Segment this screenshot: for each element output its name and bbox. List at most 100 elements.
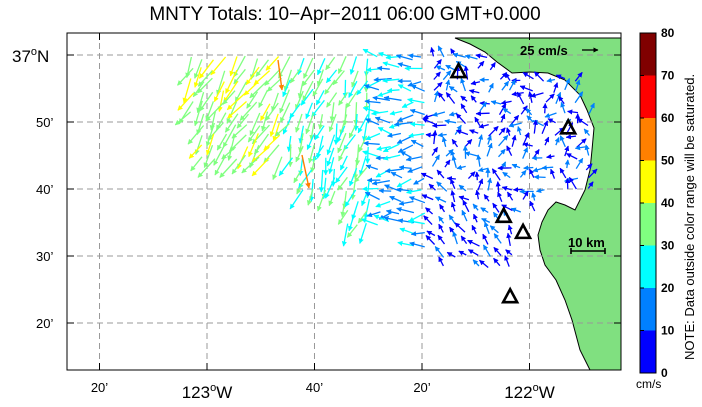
current-vector	[577, 118, 589, 127]
current-vector	[365, 146, 371, 164]
current-vector	[263, 144, 280, 164]
current-vector	[363, 84, 380, 91]
current-vector	[420, 172, 434, 180]
current-vector	[434, 246, 445, 258]
current-vector	[478, 123, 489, 129]
current-vector	[297, 80, 304, 99]
colorbar-band-6	[640, 75, 656, 118]
map-title: MNTY Totals: 10−Apr−2011 06:00 GMT+0.000	[149, 4, 541, 25]
lon-label-0: 20’	[91, 380, 108, 395]
current-vector	[422, 118, 436, 125]
current-vector	[522, 142, 533, 148]
current-vector	[371, 180, 390, 186]
current-vector	[219, 158, 238, 178]
current-vector	[197, 158, 216, 178]
current-vector	[502, 171, 511, 179]
current-vector	[213, 81, 225, 103]
scale-bar	[570, 248, 606, 254]
current-vector	[348, 80, 358, 98]
current-vector	[532, 119, 538, 134]
current-vector	[356, 80, 369, 96]
current-vector	[568, 176, 577, 190]
current-vector	[564, 78, 571, 91]
current-vector	[326, 134, 336, 156]
current-vector	[490, 100, 502, 106]
current-vector	[335, 166, 348, 184]
current-vector	[444, 118, 457, 125]
current-vector	[364, 98, 381, 105]
current-vector	[397, 84, 412, 92]
current-vector	[226, 92, 247, 111]
current-vector	[410, 84, 425, 92]
current-vector	[295, 90, 304, 110]
radar-site-icon-2	[494, 206, 513, 224]
lat-label-3: 30’	[36, 249, 53, 264]
current-vector	[470, 80, 481, 86]
current-vector	[282, 79, 291, 98]
current-vector	[316, 135, 324, 159]
current-vector	[429, 46, 436, 57]
scale-arrow-label: 25 cm/s	[520, 43, 568, 58]
current-vector	[371, 110, 389, 116]
colorbar-unit: cm/s	[636, 377, 661, 391]
current-vector	[410, 139, 424, 148]
current-vector	[243, 81, 259, 96]
current-vector	[448, 214, 456, 225]
current-vectors	[174, 45, 598, 269]
current-vector	[465, 139, 473, 147]
current-vector	[474, 171, 480, 181]
current-vector	[474, 116, 481, 127]
current-vector	[228, 134, 247, 152]
current-vector	[396, 206, 415, 214]
lat-label-4: 20’	[36, 316, 53, 331]
current-vector	[341, 223, 349, 247]
current-vector	[407, 53, 422, 59]
current-vector	[486, 135, 492, 145]
current-vector	[382, 143, 400, 153]
current-vector	[251, 157, 270, 177]
current-vector	[501, 185, 512, 191]
current-vector	[407, 97, 425, 104]
lon-label-3: 20’	[413, 380, 430, 395]
current-vector	[431, 122, 447, 129]
lat-label-1: 50’	[36, 115, 53, 130]
current-vector	[249, 80, 268, 99]
current-vector	[452, 231, 458, 245]
current-vector	[425, 132, 436, 138]
current-vector	[413, 177, 425, 185]
current-vector	[328, 190, 336, 207]
current-vector	[316, 69, 324, 87]
current-vector	[576, 138, 587, 148]
current-vector	[511, 134, 517, 147]
current-vector	[217, 90, 225, 113]
current-vector	[231, 154, 247, 175]
current-vector	[405, 156, 422, 162]
current-vector	[510, 207, 522, 213]
current-vector	[408, 132, 425, 138]
current-vector	[523, 165, 534, 171]
current-vector	[353, 102, 359, 126]
current-vector	[196, 92, 205, 114]
lat-label-2: 40’	[36, 182, 53, 197]
current-vector	[438, 215, 445, 224]
current-vector	[546, 153, 555, 160]
current-vector	[349, 56, 358, 75]
current-vector	[488, 82, 494, 93]
current-vector	[437, 132, 447, 138]
current-vector	[401, 101, 414, 108]
current-vector	[289, 67, 302, 84]
current-vector	[559, 167, 567, 179]
current-vector	[437, 45, 445, 58]
current-vector	[361, 122, 368, 142]
current-vector	[475, 110, 490, 117]
current-vector	[533, 174, 546, 180]
current-vector	[359, 155, 367, 176]
current-vector	[389, 195, 402, 203]
current-vector	[332, 70, 345, 86]
current-vector	[460, 95, 468, 102]
colorbar-label-1: 10	[661, 324, 675, 338]
current-vector	[193, 59, 203, 79]
current-vector	[398, 165, 412, 171]
current-vector	[409, 241, 425, 248]
current-vector	[364, 191, 380, 201]
